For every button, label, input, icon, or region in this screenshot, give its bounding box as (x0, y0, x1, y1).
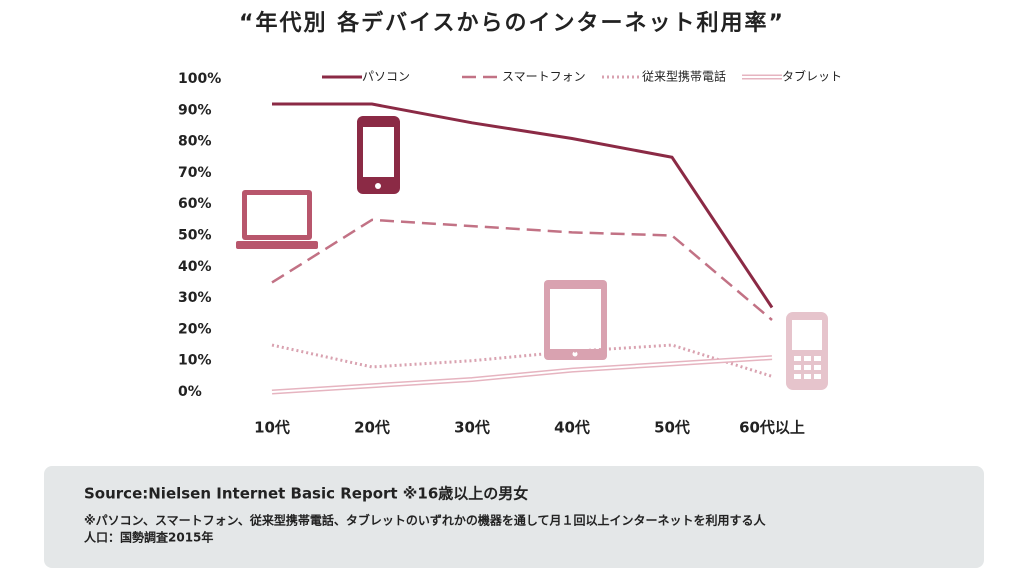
feature-phone-icon (786, 312, 828, 390)
y-tick-label: 100% (178, 71, 221, 87)
y-tick-label: 50% (178, 228, 212, 244)
note: 人口：国勢調査2015年 (84, 530, 213, 545)
y-tick-label: 40% (178, 259, 212, 275)
y-tick-label: 30% (178, 290, 212, 306)
note: ※パソコン、スマートフォン、従来型携帯電話、タブレットのいずれかの機器を通して月… (84, 513, 767, 528)
x-tick-label: 60代以上 (739, 419, 805, 437)
chart-title: “年代別 各デバイスからのインターネット利用率” (239, 10, 785, 36)
series-line (271, 218, 773, 321)
series-line (272, 102, 774, 309)
x-tick-label: 20代 (354, 419, 390, 437)
y-tick-label: 0% (178, 384, 202, 400)
legend-label: スマートフォン (502, 70, 586, 84)
source-box (44, 466, 984, 568)
x-tick-label: 50代 (654, 419, 690, 437)
x-tick-label: 10代 (254, 419, 290, 437)
y-tick-label: 20% (178, 321, 212, 337)
legend-label: 従来型携帯電話 (642, 69, 726, 84)
y-tick-label: 10% (178, 353, 212, 369)
series-line-inner (271, 356, 773, 393)
x-tick-label: 30代 (454, 419, 490, 437)
y-tick-label: 60% (178, 196, 212, 212)
legend-label: パソコン (362, 70, 410, 84)
laptop-icon (236, 190, 318, 249)
source: Source:Nielsen Internet Basic Report ※16… (84, 485, 528, 503)
y-tick-label: 90% (178, 102, 212, 118)
y-tick-label: 70% (178, 165, 212, 181)
smartphone-icon (357, 116, 400, 194)
series-line (271, 343, 773, 378)
legend-label: タブレット (782, 69, 842, 84)
x-tick-label: 40代 (554, 419, 590, 437)
y-tick-label: 80% (178, 134, 212, 150)
tablet-icon (544, 280, 607, 360)
